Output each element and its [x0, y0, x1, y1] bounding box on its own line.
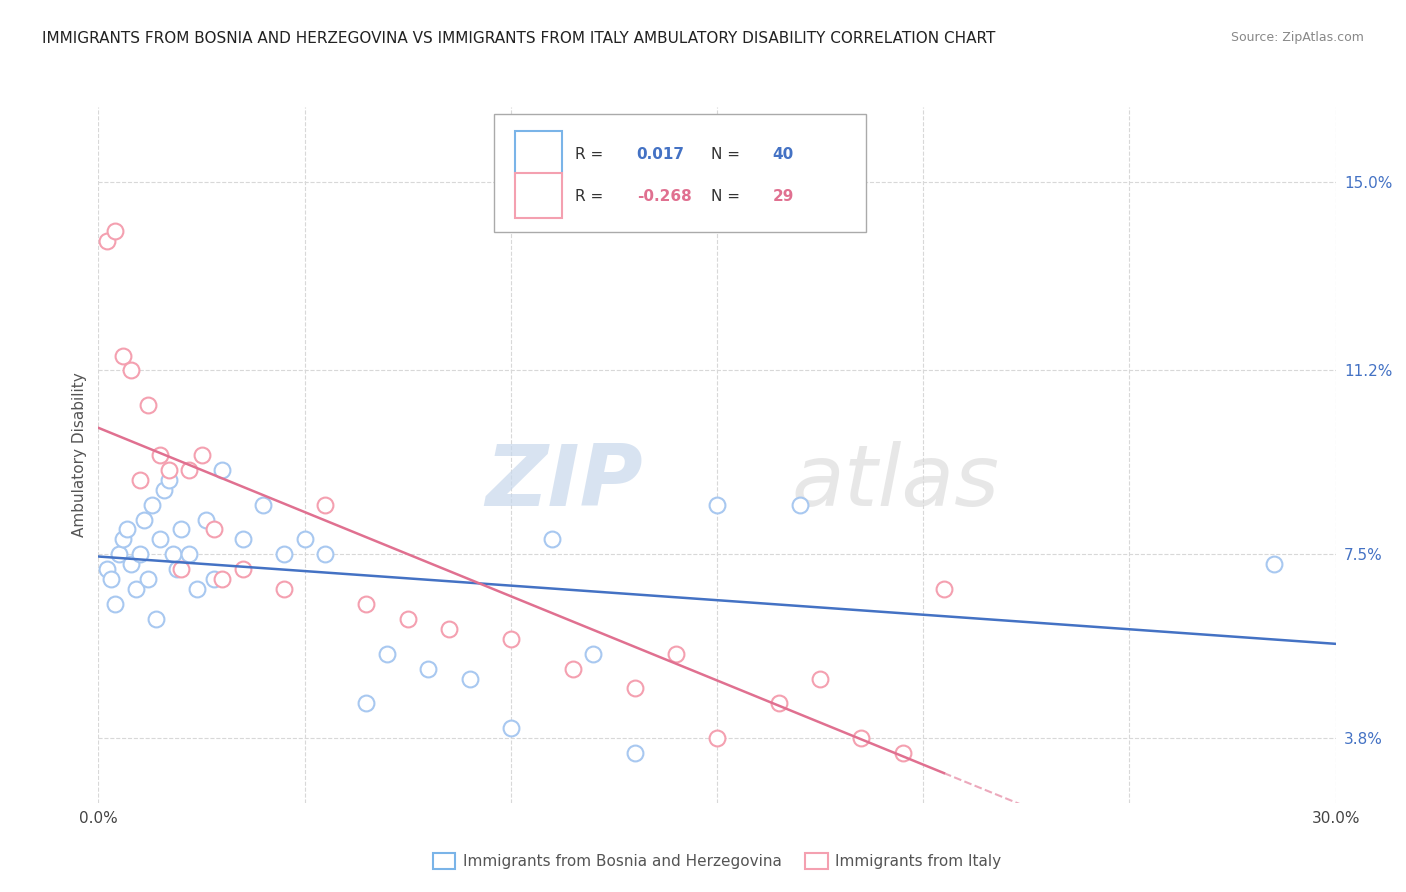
- Point: [179, 547, 201, 561]
- Text: N =: N =: [711, 188, 745, 203]
- Point: [141, 498, 163, 512]
- Point: [112, 533, 135, 547]
- Point: [396, 612, 419, 626]
- Point: [202, 523, 225, 537]
- Point: [190, 448, 212, 462]
- Point: [120, 558, 142, 572]
- Text: ZIP: ZIP: [485, 442, 643, 524]
- Point: [166, 562, 188, 576]
- Point: [194, 512, 217, 526]
- Text: -0.268: -0.268: [637, 188, 692, 203]
- Point: [273, 582, 295, 596]
- Point: [252, 498, 274, 512]
- Point: [356, 697, 378, 711]
- Text: IMMIGRANTS FROM BOSNIA AND HERZEGOVINA VS IMMIGRANTS FROM ITALY AMBULATORY DISAB: IMMIGRANTS FROM BOSNIA AND HERZEGOVINA V…: [42, 31, 995, 46]
- Point: [541, 533, 564, 547]
- Point: [665, 647, 688, 661]
- Point: [458, 672, 481, 686]
- Point: [186, 582, 208, 596]
- Text: N =: N =: [711, 147, 745, 161]
- Point: [96, 234, 118, 248]
- Point: [170, 523, 193, 537]
- Text: Source: ZipAtlas.com: Source: ZipAtlas.com: [1230, 31, 1364, 45]
- Text: 29: 29: [773, 188, 794, 203]
- Point: [170, 562, 193, 576]
- Point: [561, 662, 583, 676]
- Point: [136, 572, 159, 586]
- Point: [1263, 558, 1285, 572]
- Point: [162, 547, 184, 561]
- Point: [145, 612, 167, 626]
- Point: [117, 523, 139, 537]
- Point: [104, 224, 127, 238]
- Point: [100, 572, 122, 586]
- Point: [211, 572, 233, 586]
- Point: [179, 463, 201, 477]
- Point: [314, 547, 336, 561]
- Legend: Immigrants from Bosnia and Herzegovina, Immigrants from Italy: Immigrants from Bosnia and Herzegovina, …: [426, 847, 1008, 875]
- Point: [149, 448, 172, 462]
- Point: [157, 463, 180, 477]
- FancyBboxPatch shape: [516, 173, 562, 219]
- Point: [499, 721, 522, 735]
- Point: [128, 473, 150, 487]
- Point: [232, 562, 254, 576]
- Point: [932, 582, 955, 596]
- Point: [582, 647, 605, 661]
- Point: [132, 512, 155, 526]
- Point: [706, 731, 728, 746]
- Point: [294, 533, 316, 547]
- Y-axis label: Ambulatory Disability: Ambulatory Disability: [72, 373, 87, 537]
- Point: [273, 547, 295, 561]
- Text: 0.017: 0.017: [637, 147, 685, 161]
- Point: [623, 746, 645, 760]
- Point: [96, 562, 118, 576]
- FancyBboxPatch shape: [516, 131, 562, 177]
- Point: [891, 746, 914, 760]
- Point: [232, 533, 254, 547]
- Point: [120, 363, 142, 377]
- Point: [153, 483, 176, 497]
- Point: [437, 622, 460, 636]
- Point: [314, 498, 336, 512]
- Point: [499, 632, 522, 646]
- Point: [808, 672, 831, 686]
- Text: R =: R =: [575, 188, 607, 203]
- Point: [211, 463, 233, 477]
- Point: [356, 597, 378, 611]
- Point: [128, 547, 150, 561]
- Point: [706, 498, 728, 512]
- Point: [768, 697, 790, 711]
- Point: [851, 731, 873, 746]
- Point: [136, 398, 159, 412]
- Text: 40: 40: [773, 147, 794, 161]
- FancyBboxPatch shape: [495, 114, 866, 232]
- Point: [157, 473, 180, 487]
- Point: [418, 662, 440, 676]
- Text: R =: R =: [575, 147, 607, 161]
- Point: [375, 647, 398, 661]
- Point: [124, 582, 146, 596]
- Point: [202, 572, 225, 586]
- Point: [149, 533, 172, 547]
- Point: [108, 547, 131, 561]
- Point: [104, 597, 127, 611]
- Point: [623, 681, 645, 696]
- Text: atlas: atlas: [792, 442, 1000, 524]
- Point: [112, 349, 135, 363]
- Point: [789, 498, 811, 512]
